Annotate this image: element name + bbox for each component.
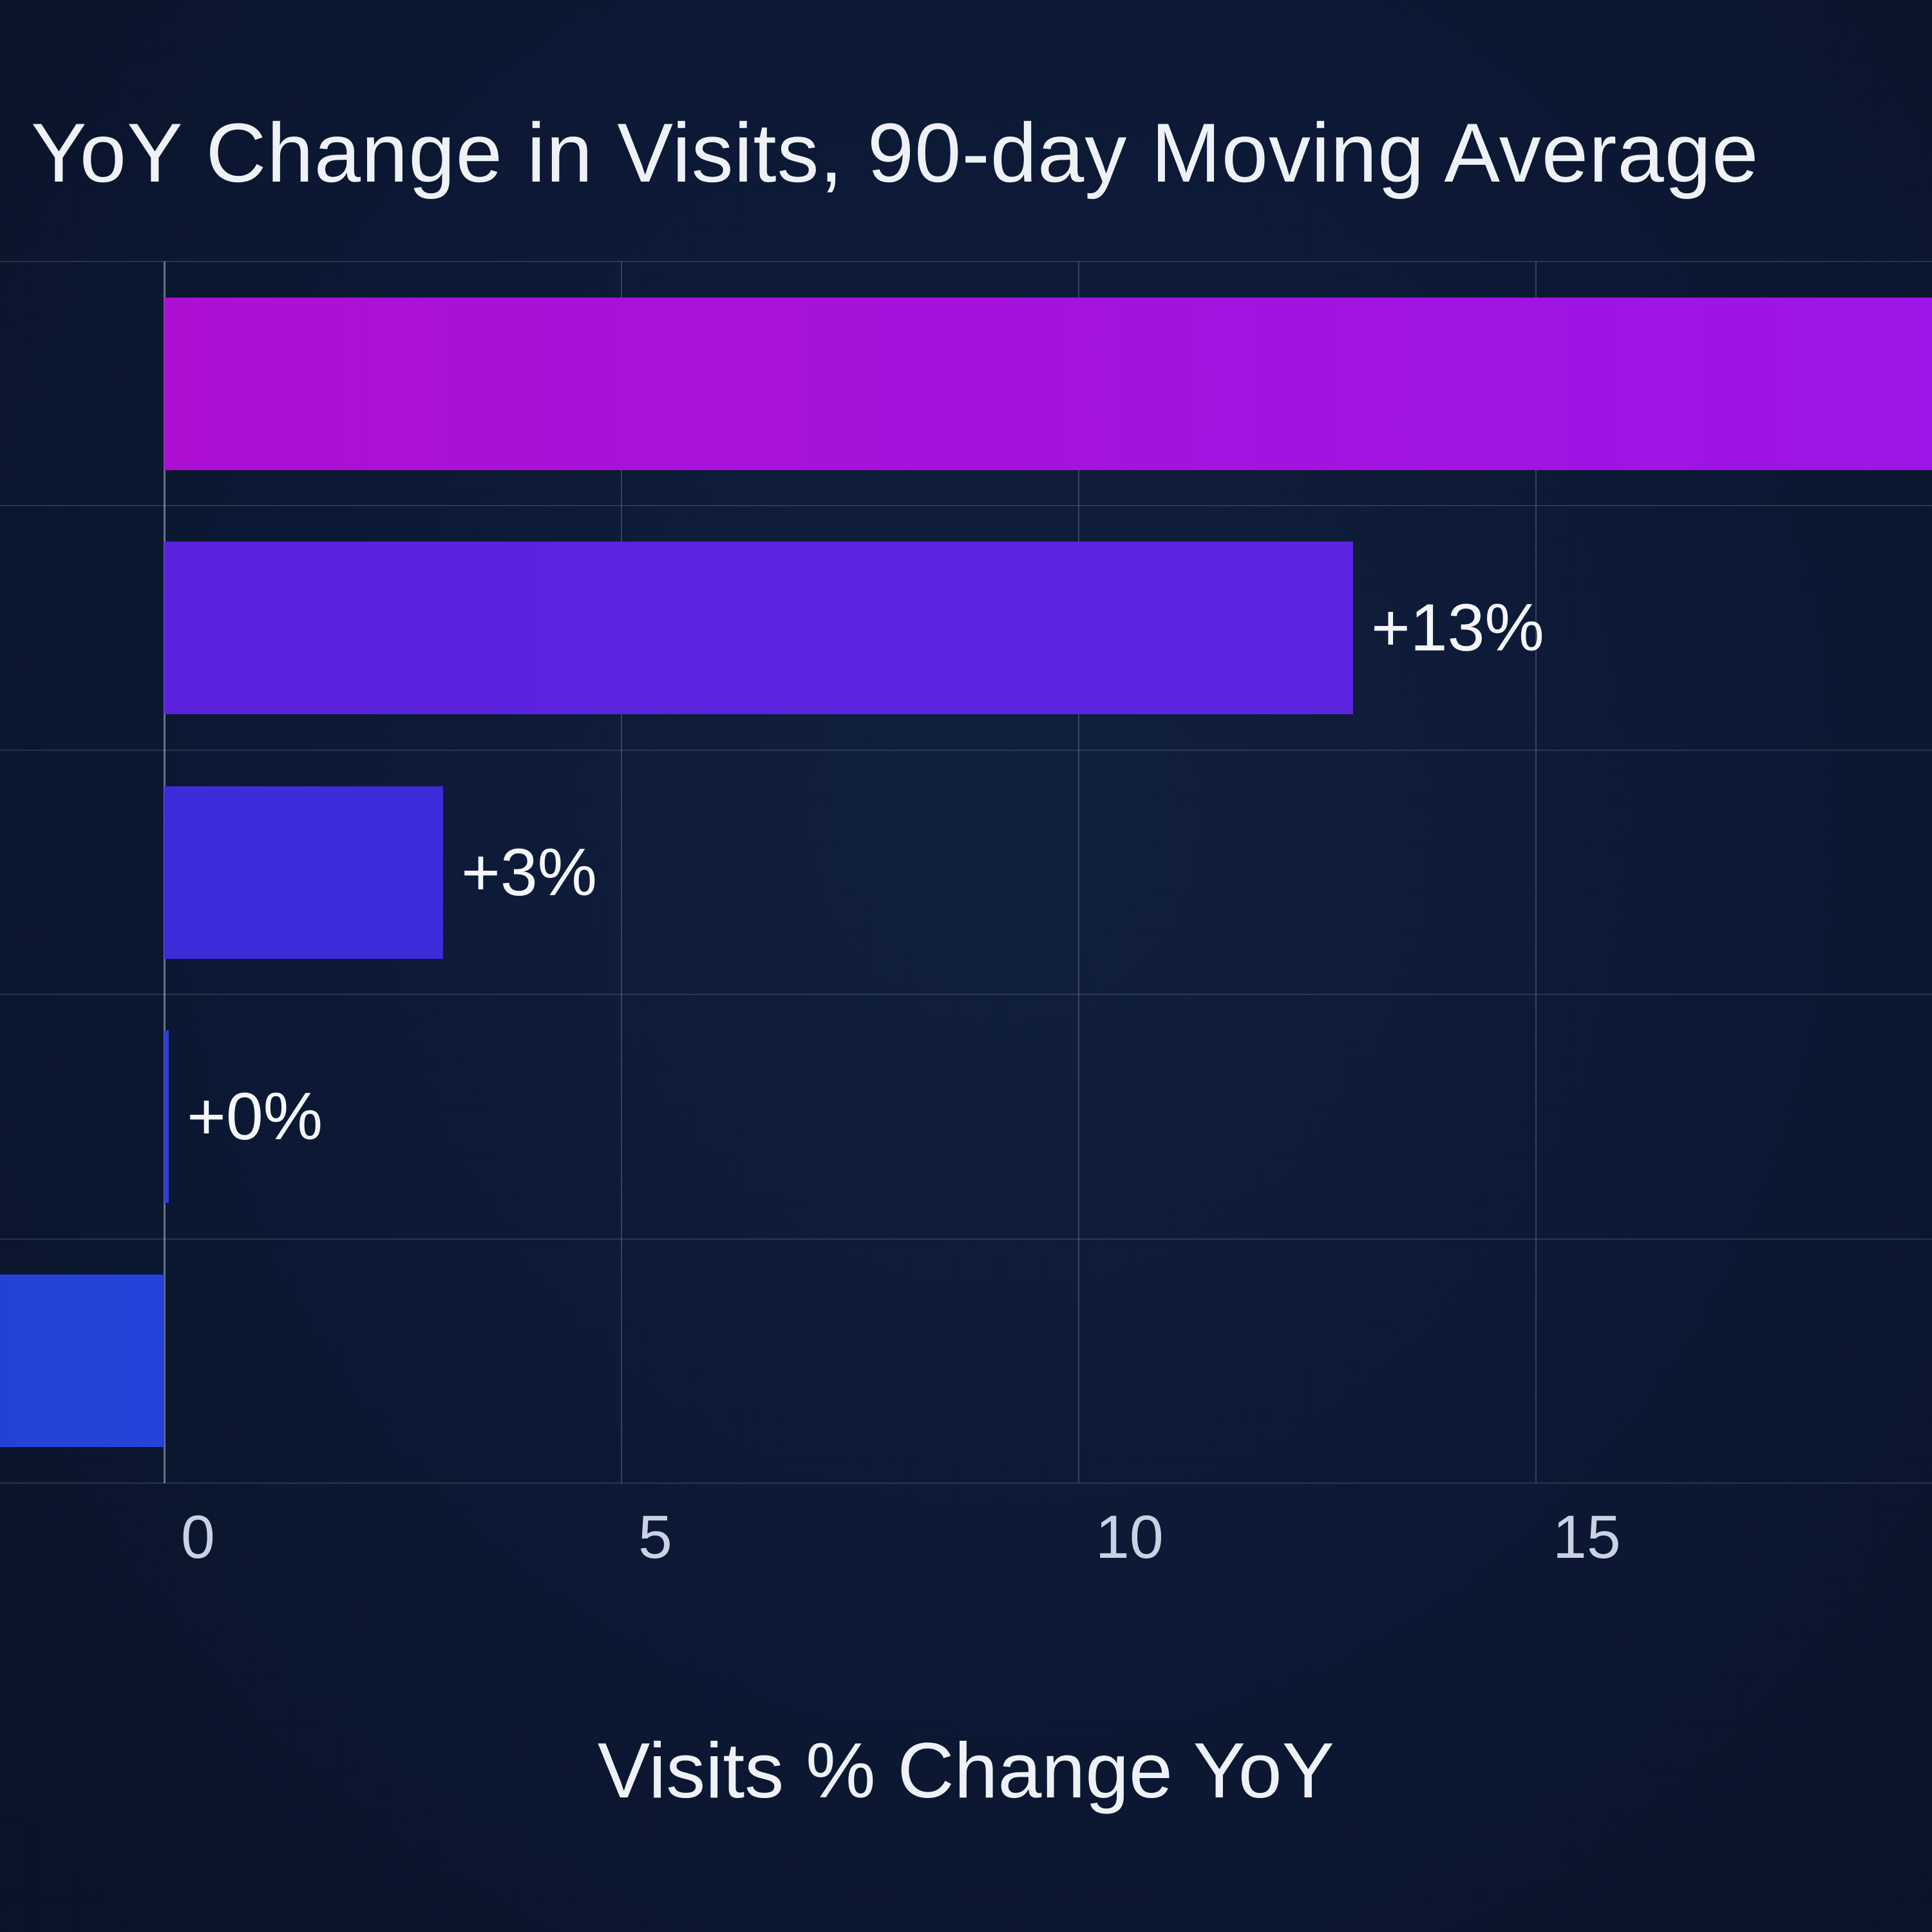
bar-value-label: +0% (187, 1079, 323, 1154)
v-gridline (1535, 261, 1537, 1483)
x-tick-label: 15 (1553, 1503, 1621, 1571)
v-gridline (621, 261, 622, 1483)
x-tick-label: 10 (1095, 1503, 1164, 1571)
bar (0, 1274, 164, 1448)
bar (164, 297, 1932, 470)
bar (164, 1030, 169, 1203)
bar-value-label: +3% (461, 835, 598, 910)
h-gridline (0, 1238, 1932, 1240)
x-tick-label: 0 (181, 1503, 215, 1571)
x-axis-label: Visits % Change YoY (598, 1727, 1334, 1814)
bar (164, 786, 444, 959)
h-gridline (0, 261, 1932, 262)
h-gridline (0, 994, 1932, 996)
h-gridline (0, 749, 1932, 751)
v-gridline (1078, 261, 1079, 1483)
x-tick-label: 5 (638, 1503, 672, 1571)
h-gridline (0, 505, 1932, 507)
bar (164, 542, 1353, 715)
bar-value-label: +13% (1371, 591, 1544, 666)
h-gridline (0, 1482, 1932, 1484)
chart-title: YoY Change in Visits, 90-day Moving Aver… (31, 106, 1759, 200)
